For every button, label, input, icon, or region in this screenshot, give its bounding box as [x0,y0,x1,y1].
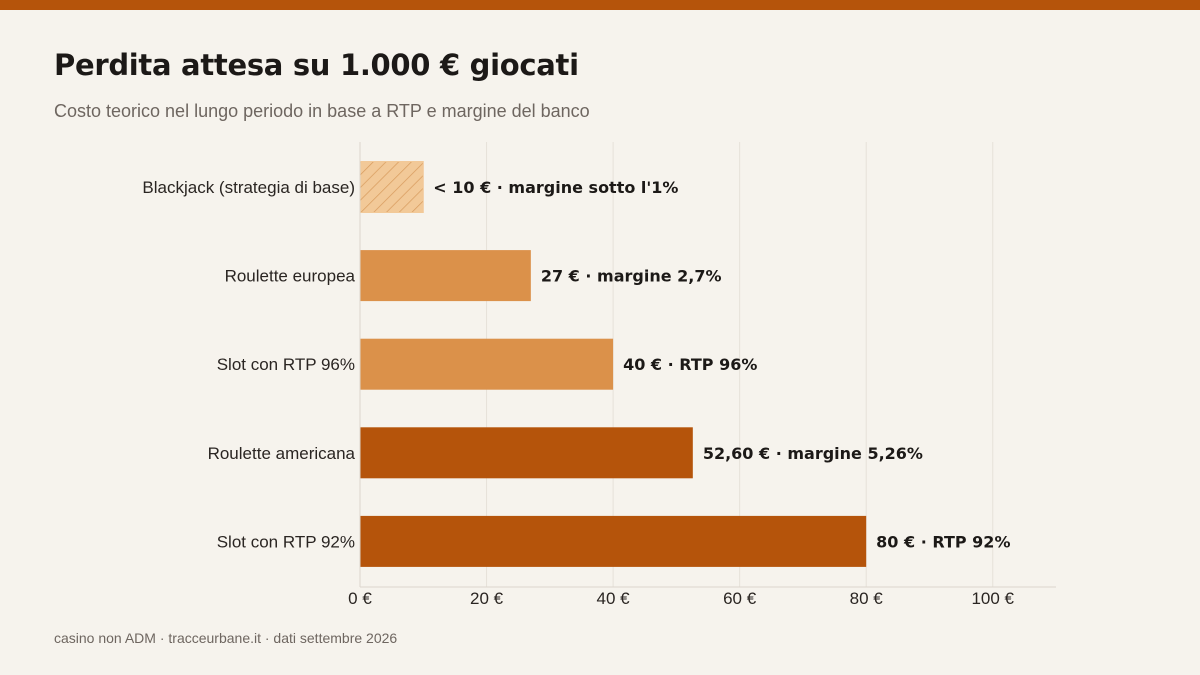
x-tick-label: 20 € [470,589,504,608]
value-label: 52,60 € · margine 5,26% [703,444,923,463]
category-label: Roulette europea [225,267,356,286]
chart-subtitle: Costo teorico nel lungo periodo in base … [54,101,590,121]
bar [360,338,614,390]
bar [360,250,531,302]
x-tick-label: 100 € [971,589,1014,608]
x-tick-label: 40 € [597,589,631,608]
top-accent-bar [0,0,1200,10]
category-label: Blackjack (strategia di base) [142,178,355,197]
value-label: 40 € · RTP 96% [623,355,757,374]
bar [360,515,867,567]
x-tick-label: 80 € [850,589,884,608]
labels: Blackjack (strategia di base) < 10 € · ma… [142,178,1010,551]
category-label: Slot con RTP 92% [217,532,355,551]
bars [359,161,867,567]
chart-title: Perdita attesa su 1.000 € giocati [54,48,579,82]
bar [359,161,424,213]
bar [360,427,693,479]
value-label: < 10 € · margine sotto l'1% [433,178,678,197]
x-tick-label: 60 € [723,589,757,608]
x-tick-label: 0 € [348,589,372,608]
value-label: 27 € · margine 2,7% [541,267,722,286]
x-axis: 0 € 20 € 40 € 60 € 80 € 100 € [348,142,1056,608]
value-label: 80 € · RTP 92% [876,532,1010,551]
category-label: Slot con RTP 96% [217,355,355,374]
category-label: Roulette americana [208,444,356,463]
source-note: casino non ADM · tracceurbane.it · dati … [54,630,398,646]
